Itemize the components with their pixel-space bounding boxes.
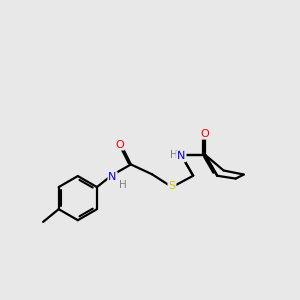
Text: S: S <box>168 181 175 191</box>
Text: HN: HN <box>170 150 185 160</box>
Text: O: O <box>115 140 124 150</box>
Text: O: O <box>201 129 210 139</box>
Text: N: N <box>108 172 117 182</box>
Text: N: N <box>177 151 185 161</box>
Text: H: H <box>119 180 127 190</box>
